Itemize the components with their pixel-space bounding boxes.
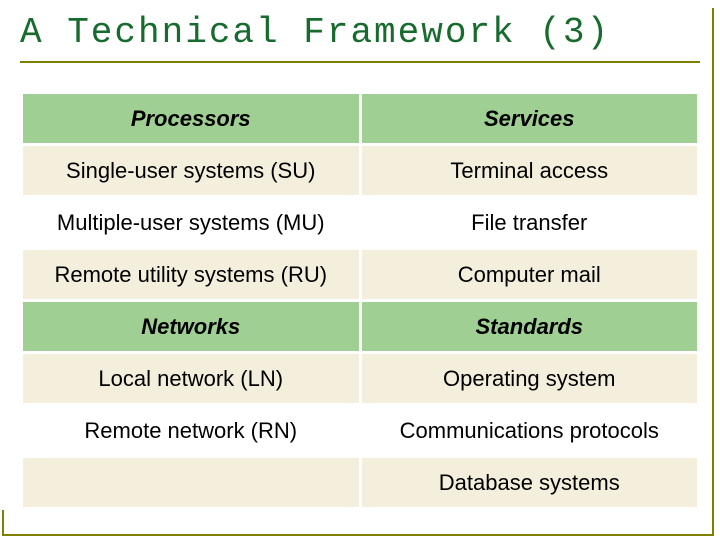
table-header-row: Networks Standards: [22, 301, 699, 353]
header-cell: Standards: [360, 301, 699, 353]
table-cell: Communications protocols: [360, 405, 699, 457]
table-row: Remote network (RN) Communications proto…: [22, 405, 699, 457]
table-cell: [22, 457, 361, 509]
table-cell: File transfer: [360, 197, 699, 249]
header-cell: Processors: [22, 93, 361, 145]
table-header-row: Processors Services: [22, 93, 699, 145]
table-row: Local network (LN) Operating system: [22, 353, 699, 405]
table-cell: Database systems: [360, 457, 699, 509]
table-cell: Computer mail: [360, 249, 699, 301]
table-row: Remote utility systems (RU) Computer mai…: [22, 249, 699, 301]
framework-table: Processors Services Single-user systems …: [20, 91, 700, 510]
table-cell: Single-user systems (SU): [22, 145, 361, 197]
table-row: Multiple-user systems (MU) File transfer: [22, 197, 699, 249]
table-cell: Remote utility systems (RU): [22, 249, 361, 301]
table-cell: Terminal access: [360, 145, 699, 197]
header-cell: Services: [360, 93, 699, 145]
table-row: Single-user systems (SU) Terminal access: [22, 145, 699, 197]
table-cell: Local network (LN): [22, 353, 361, 405]
table-cell: Operating system: [360, 353, 699, 405]
table-row: Database systems: [22, 457, 699, 509]
header-cell: Networks: [22, 301, 361, 353]
table-cell: Multiple-user systems (MU): [22, 197, 361, 249]
slide-title: A Technical Framework (3): [20, 12, 700, 63]
frame-left: [2, 510, 4, 536]
table-cell: Remote network (RN): [22, 405, 361, 457]
frame-right: [712, 8, 714, 536]
frame-bottom: [2, 534, 714, 536]
